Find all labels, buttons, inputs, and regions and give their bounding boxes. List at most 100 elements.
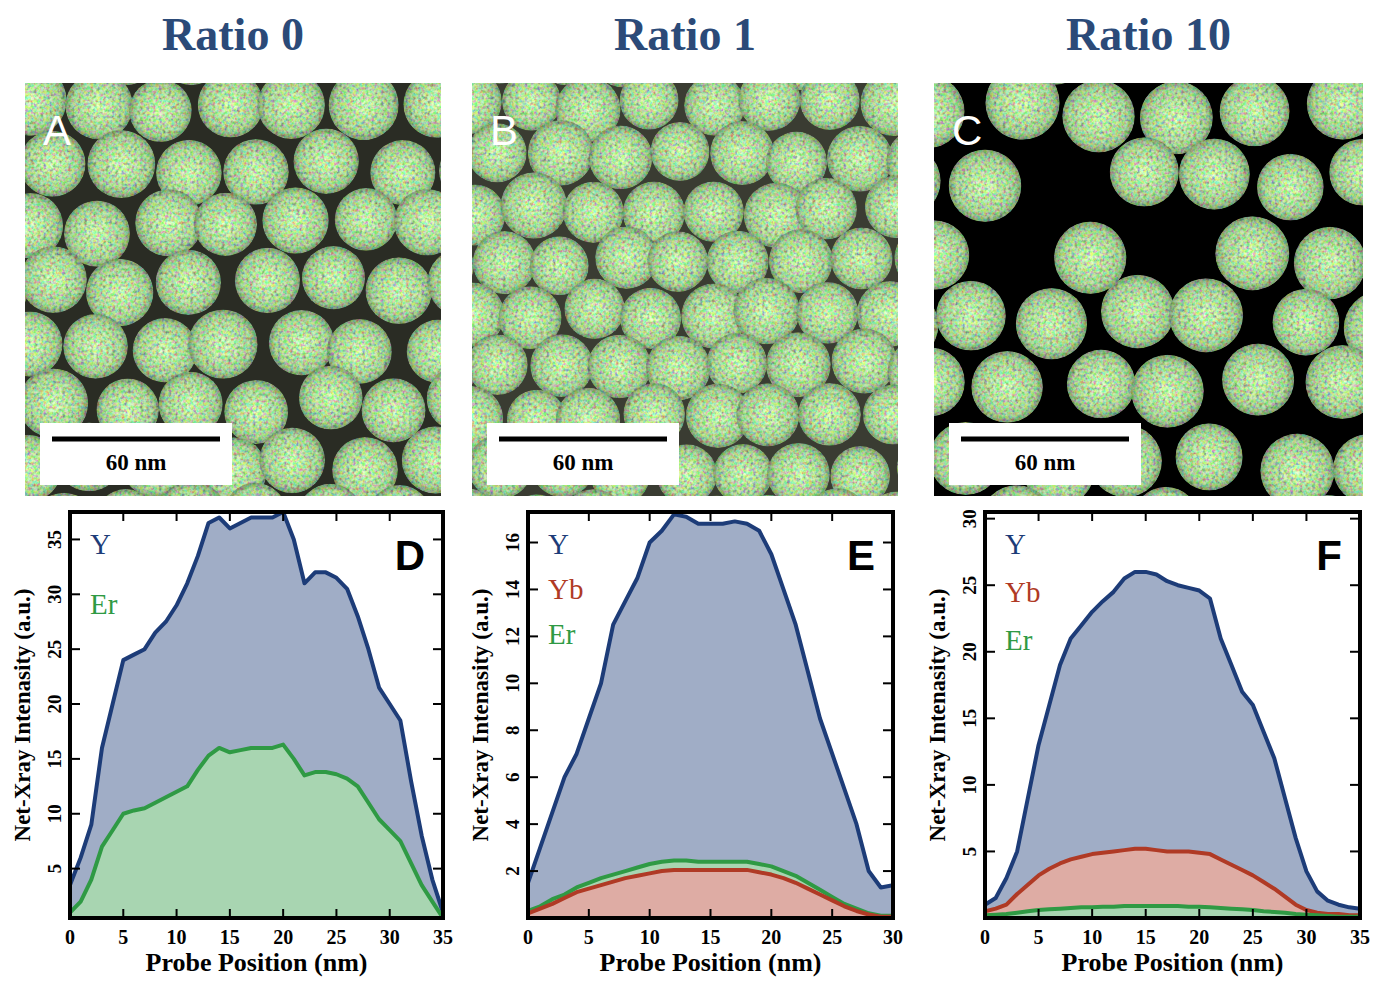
particle [800,83,860,130]
x-tick-label: 0 [523,926,533,948]
series-line [528,514,893,887]
x-tick-label: 5 [118,926,128,948]
particle [1062,83,1135,152]
particle [1215,216,1289,290]
y-tick-label: 30 [44,585,65,604]
particle [427,249,441,317]
image-panel: Ratio 1B60 nm [411,9,987,560]
particle [302,246,365,309]
legend-entry: Yb [548,573,583,605]
chart: 051015202530355101520253035Probe Positio… [10,512,453,977]
y-tick-label: 15 [959,709,980,728]
x-tick-label: 35 [1350,926,1370,948]
series-line [70,745,443,918]
particle [1220,83,1290,146]
area-underlay [528,870,893,918]
x-tick-label: 10 [1082,926,1102,948]
x-tick-label: 25 [326,926,346,948]
plot-area [528,514,893,918]
particle [1169,278,1243,352]
legend-entry: Er [90,588,118,620]
panel-title: Ratio 10 [1066,9,1231,60]
x-tick-label: 30 [380,926,400,948]
y-tick-label: 20 [959,642,980,661]
particle [298,484,363,496]
particle [1307,83,1363,140]
x-tick-label: 5 [1034,926,1044,948]
y-tick-label: 2 [502,866,523,876]
particle [1305,345,1363,419]
particle [87,130,155,198]
legend-entry: Y [90,528,111,560]
y-tick-label: 6 [502,772,523,782]
particle [472,335,528,395]
particle [25,311,63,376]
x-tick-label: 0 [980,926,990,948]
particle [894,225,898,291]
particle [472,488,500,496]
micrograph-bg [472,83,898,496]
figure: Ratio 0A60 nmRatio 1B60 nmRatio 10C60 nm… [0,0,1379,981]
particle [1175,423,1242,490]
area-underlay [528,514,893,918]
particle [94,489,157,496]
particle [1272,289,1339,356]
particle [1101,275,1175,349]
particle [135,189,202,256]
y-tick-label: 4 [502,819,523,829]
particle [1222,344,1294,416]
x-tick-label: 25 [1243,926,1263,948]
area-underlay [528,861,893,919]
x-axis-title: Probe Position (nm) [146,948,368,977]
particle [1016,288,1087,359]
image-panel: Ratio 0A60 nm [0,8,538,560]
x-axis-title: Probe Position (nm) [600,948,822,977]
particle [1131,355,1204,428]
scale-bar [961,437,1129,442]
series-line [70,512,443,913]
scale-bar-label: 60 nm [1015,450,1076,475]
area-underlay [70,512,443,918]
y-tick-label: 10 [959,775,980,794]
particle [830,227,892,289]
particles [934,83,1363,496]
micrograph [934,83,1363,496]
particle [530,334,593,397]
series-line [985,906,1360,917]
y-tick-label: 25 [44,640,65,659]
plot-bg [70,512,443,918]
particle [767,443,830,496]
y-tick-label: 16 [502,533,523,552]
particle [293,128,359,194]
particle [1110,137,1179,206]
y-tick-label: 35 [44,530,65,549]
particle [981,485,1053,496]
chart: 051015202530246810121416Probe Position (… [468,512,903,977]
particle [1329,139,1363,206]
legend: YYbEr [1005,528,1040,656]
area-fill [528,870,893,918]
particle [188,309,257,378]
particle [194,193,257,256]
legend: YYbEr [548,528,583,650]
scale-bar-label: 60 nm [106,450,167,475]
area-underlay [985,572,1360,918]
x-tick-label: 15 [220,926,240,948]
particle [403,83,441,138]
x-tick-label: 20 [273,926,293,948]
particle [897,437,898,496]
particle [936,281,1006,351]
panel-letter: B [490,107,518,154]
ticks: 051015202530246810121416 [502,512,903,948]
particle [831,328,896,393]
particle [1179,139,1250,210]
particle [507,494,567,496]
particle [407,320,441,384]
particle [736,495,800,496]
plot-frame [70,512,443,918]
plot-bg [528,512,893,918]
panel-title: Ratio 0 [162,9,304,60]
x-tick-label: 10 [640,926,660,948]
scale-bar-box [40,423,232,485]
area-fill [528,514,893,918]
